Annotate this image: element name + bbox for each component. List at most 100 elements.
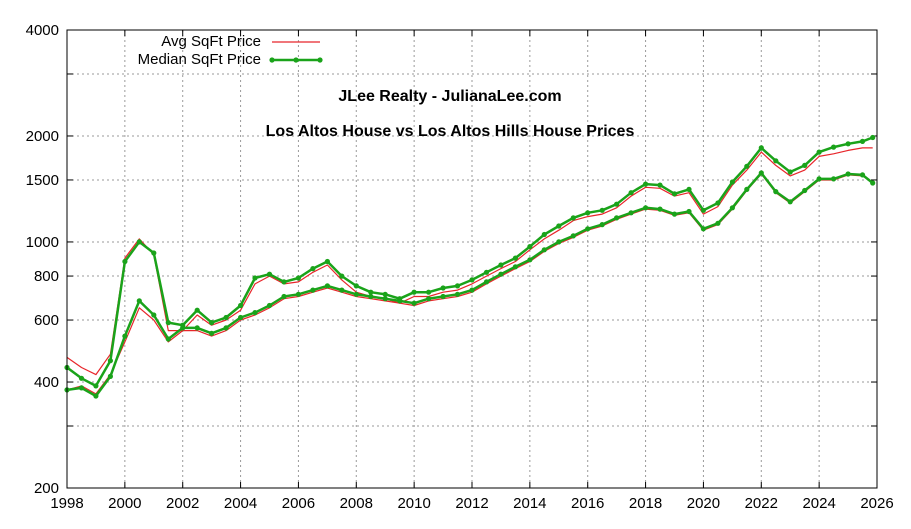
data-point-los-altos-hills-median-sqft-price: [107, 373, 113, 379]
data-point-los-altos-median-sqft-price: [194, 307, 200, 313]
data-point-los-altos-hills-median-sqft-price: [671, 211, 678, 217]
x-axis: 1998 2000 2002 2004 2006 2008 2010 2012 2014 2016…: [50, 30, 894, 512]
data-point-los-altos-hills-median-sqft-price: [238, 314, 244, 321]
data-point-los-altos-median-sqft-price: [339, 273, 345, 279]
data-point-los-altos-median-sqft-price: [802, 162, 808, 168]
data-point-los-altos-hills-median-sqft-price: [686, 208, 692, 215]
legend-marker-median-start: [269, 57, 275, 63]
data-point-los-altos-median-sqft-price: [295, 275, 301, 281]
data-point-los-altos-hills-median-sqft-price: [599, 222, 605, 228]
data-point-los-altos-median-sqft-price: [787, 169, 793, 175]
data-point-los-altos-hills-median-sqft-price: [870, 180, 876, 186]
y-tick-label: 4000: [26, 22, 59, 39]
data-point-los-altos-median-sqft-price: [252, 275, 258, 281]
data-point-los-altos-hills-median-sqft-price: [324, 283, 330, 289]
data-point-los-altos-hills-median-sqft-price: [310, 287, 316, 293]
data-point-los-altos-hills-median-sqft-price: [802, 187, 808, 194]
data-point-los-altos-hills-median-sqft-price: [700, 226, 707, 232]
chart-title: JLee Realty - JulianaLee.com: [338, 88, 561, 105]
data-point-los-altos-hills-median-sqft-price: [512, 264, 519, 270]
data-point-los-altos-median-sqft-price: [93, 383, 99, 389]
data-point-los-altos-hills-median-sqft-price: [570, 233, 576, 239]
x-tick-label: 2012: [455, 495, 488, 512]
data-point-los-altos-hills-median-sqft-price: [859, 172, 866, 178]
legend-marker-median-mid: [293, 57, 299, 63]
data-point-los-altos-hills-median-sqft-price: [744, 186, 750, 192]
data-point-los-altos-median-sqft-price: [527, 244, 533, 250]
data-point-los-altos-hills-median-sqft-price: [556, 239, 562, 245]
data-point-los-altos-hills-median-sqft-price: [93, 393, 99, 399]
data-point-los-altos-median-sqft-price: [324, 258, 330, 265]
data-point-los-altos-hills-median-sqft-price: [831, 176, 837, 182]
data-point-los-altos-hills-median-sqft-price: [209, 330, 215, 336]
y-tick-label: 1000: [26, 234, 59, 251]
x-tick-label: 2022: [745, 495, 778, 512]
data-point-los-altos-median-sqft-price: [209, 320, 215, 326]
data-point-los-altos-median-sqft-price: [440, 285, 446, 291]
x-tick-label: 2024: [802, 495, 835, 512]
data-point-los-altos-median-sqft-price: [556, 223, 562, 229]
data-point-los-altos-median-sqft-price: [585, 210, 591, 216]
y-tick-label: 200: [34, 480, 59, 497]
data-point-los-altos-median-sqft-price: [628, 190, 634, 196]
x-tick-label: 2018: [629, 495, 662, 512]
data-point-los-altos-median-sqft-price: [483, 269, 490, 275]
data-point-los-altos-hills-median-sqft-price: [223, 325, 229, 331]
data-point-los-altos-hills-median-sqft-price: [541, 247, 547, 253]
data-point-los-altos-median-sqft-price: [122, 258, 128, 265]
data-point-los-altos-hills-median-sqft-price: [281, 293, 287, 300]
x-tick-label: 2006: [282, 495, 315, 512]
data-point-los-altos-hills-median-sqft-price: [527, 257, 533, 263]
data-point-los-altos-median-sqft-price: [78, 375, 85, 381]
data-point-los-altos-hills-median-sqft-price: [585, 226, 591, 232]
data-point-los-altos-hills-median-sqft-price: [614, 215, 620, 221]
data-point-los-altos-median-sqft-price: [671, 191, 678, 197]
x-tick-label: 2014: [513, 495, 546, 512]
data-point-los-altos-median-sqft-price: [426, 289, 432, 295]
y-tick-label: 400: [34, 374, 59, 391]
legend-marker-median-end: [317, 57, 323, 63]
data-point-los-altos-median-sqft-price: [657, 182, 663, 188]
data-point-los-altos-median-sqft-price: [382, 291, 388, 297]
data-point-los-altos-hills-median-sqft-price: [483, 279, 490, 285]
chart-subtitle: Los Altos House vs Los Altos Hills House…: [266, 123, 635, 140]
series-layer: [64, 134, 876, 399]
data-point-los-altos-hills-median-sqft-price: [180, 325, 186, 331]
data-point-los-altos-median-sqft-price: [744, 163, 750, 169]
data-point-los-altos-hills-median-sqft-price: [368, 293, 374, 300]
data-point-los-altos-hills-median-sqft-price: [397, 298, 403, 304]
data-point-los-altos-median-sqft-price: [700, 207, 707, 213]
data-point-los-altos-hills-median-sqft-price: [252, 310, 258, 316]
x-tick-label: 2008: [340, 495, 373, 512]
x-tick-label: 2016: [571, 495, 604, 512]
data-point-los-altos-median-sqft-price: [368, 289, 374, 295]
data-point-los-altos-median-sqft-price: [599, 207, 605, 213]
y-tick-label: 800: [34, 268, 59, 285]
data-point-los-altos-median-sqft-price: [643, 181, 649, 187]
data-point-los-altos-median-sqft-price: [758, 145, 764, 151]
legend: Avg SqFt Price Median SqFt Price: [138, 33, 323, 68]
data-point-los-altos-median-sqft-price: [541, 231, 547, 238]
data-point-los-altos-hills-median-sqft-price: [440, 293, 446, 300]
data-point-los-altos-hills-median-sqft-price: [194, 325, 200, 331]
series-line-los-altos-avg-sqft-price: [66, 147, 873, 376]
data-point-los-altos-median-sqft-price: [570, 215, 576, 221]
x-tick-label: 2002: [166, 495, 199, 512]
data-point-los-altos-hills-median-sqft-price: [758, 170, 764, 176]
data-point-los-altos-median-sqft-price: [512, 255, 519, 261]
data-point-los-altos-hills-median-sqft-price: [469, 287, 475, 293]
plot-frame: [66, 29, 878, 489]
data-point-los-altos-median-sqft-price: [223, 314, 229, 321]
data-point-los-altos-hills-median-sqft-price: [729, 205, 736, 211]
data-point-los-altos-median-sqft-price: [107, 358, 113, 364]
x-tick-label: 2000: [108, 495, 141, 512]
data-point-los-altos-median-sqft-price: [411, 289, 417, 295]
y-tick-label: 600: [34, 312, 59, 329]
data-point-los-altos-hills-median-sqft-price: [787, 199, 793, 205]
data-point-los-altos-median-sqft-price: [454, 283, 461, 289]
data-point-los-altos-hills-median-sqft-price: [165, 336, 171, 342]
data-point-los-altos-hills-median-sqft-price: [122, 333, 128, 339]
data-point-los-altos-median-sqft-price: [686, 186, 692, 192]
grid-lines: [67, 30, 877, 488]
